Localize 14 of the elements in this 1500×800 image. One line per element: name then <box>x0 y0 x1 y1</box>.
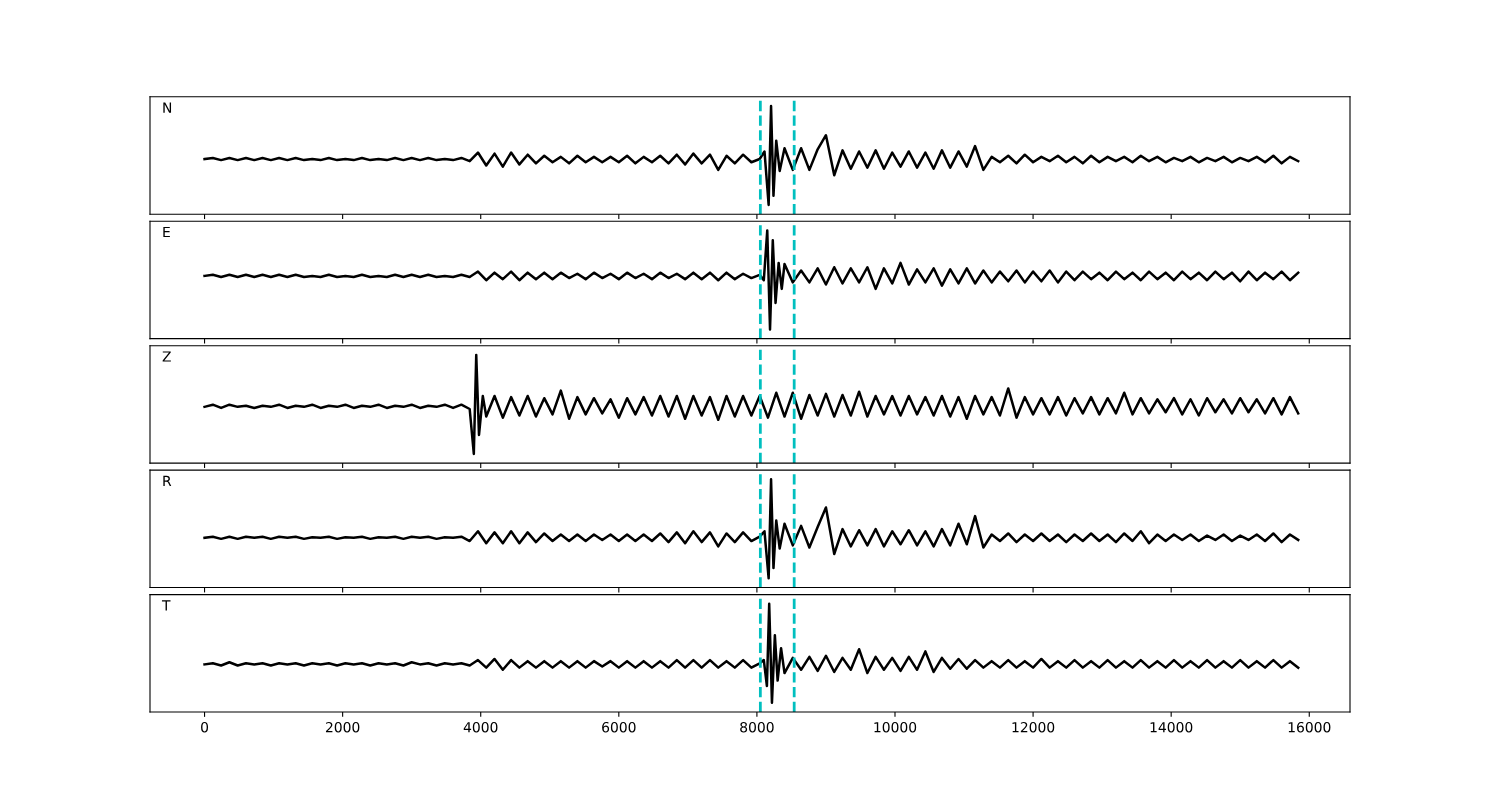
x-tick-label: 8000 <box>740 721 774 733</box>
x-tick-label: 6000 <box>602 721 636 733</box>
x-tick-label: 2000 <box>325 721 360 733</box>
annotation: T <box>161 600 171 611</box>
annotation: R <box>163 475 172 486</box>
annotation: E <box>163 226 170 238</box>
x-tick-label: 10000 <box>874 721 917 733</box>
x-tick-label: 4000 <box>463 721 498 733</box>
x-tick-label: 14000 <box>1150 721 1193 733</box>
x-tick-label: 12000 <box>1012 721 1055 733</box>
x-tick-label: 16000 <box>1288 721 1331 733</box>
annotation: Z <box>162 351 171 362</box>
annotation: N <box>163 102 172 113</box>
x-tick-label: 0 <box>201 721 209 733</box>
